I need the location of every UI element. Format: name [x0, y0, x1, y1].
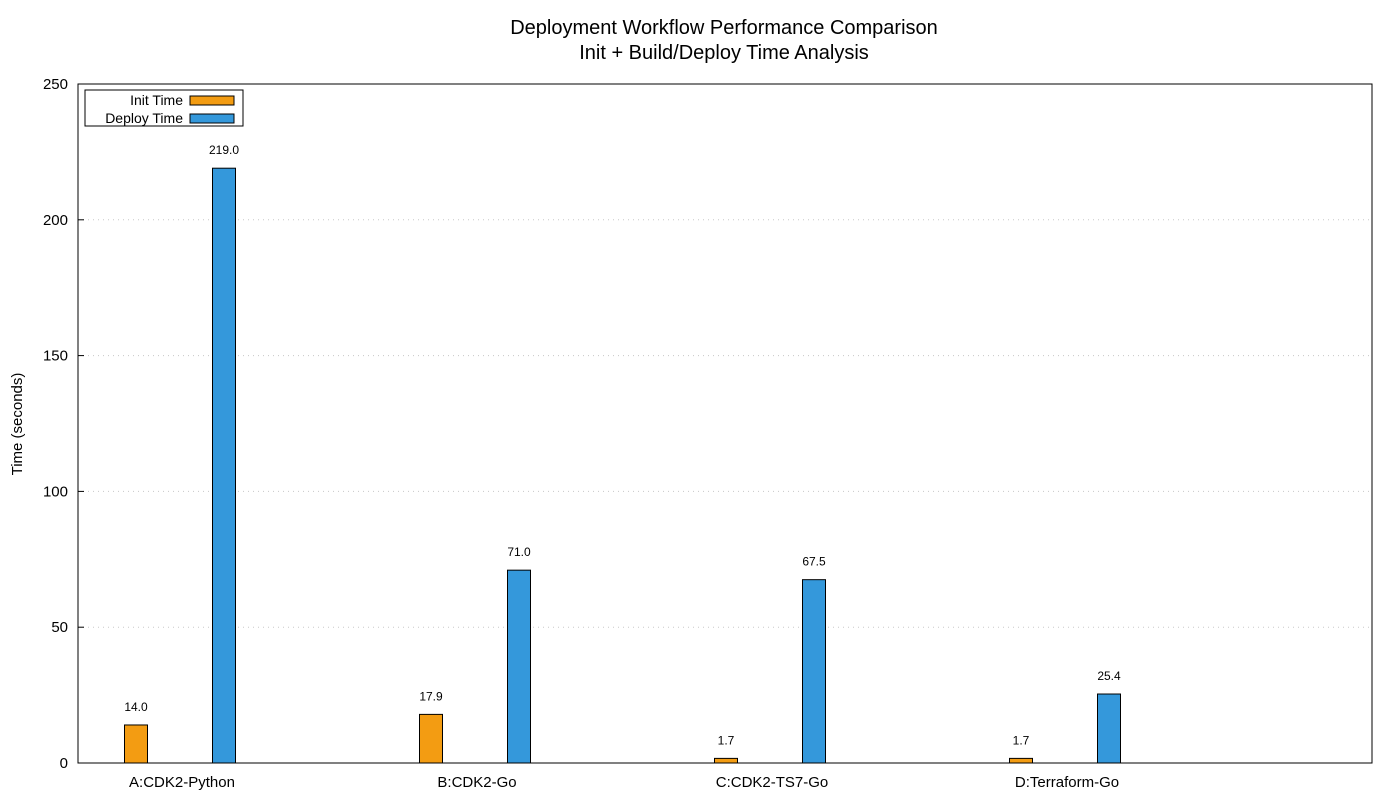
bar-deploy-2 [802, 579, 826, 764]
value-label-deploy-1: 71.0 [507, 545, 531, 559]
axes [77, 83, 1373, 764]
category-label-2: C:CDK2-TS7-Go [716, 774, 829, 791]
plot-frame [77, 83, 1373, 764]
value-label-init-1: 17.9 [419, 689, 443, 703]
grid-lines [78, 219, 1372, 628]
bar-init-3 [1009, 757, 1033, 764]
legend-label-deploy: Deploy Time [105, 110, 183, 126]
category-label-1: B:CDK2-Go [437, 774, 516, 791]
y-tick-label-50: 50 [51, 619, 68, 636]
bar-init-1 [419, 713, 443, 764]
category-labels: A:CDK2-Python B:CDK2-Go C:CDK2-TS7-Go D:Ter… [129, 774, 1119, 791]
y-tick-label-0: 0 [60, 755, 68, 772]
value-labels: 14.0 219.0 17.9 71.0 1.7 67.5 1.7 25.4 [124, 143, 1121, 747]
bar-deploy-1 [507, 569, 531, 764]
bar-init-2 [714, 757, 738, 764]
value-label-init-0: 14.0 [124, 700, 148, 714]
y-axis-label: Time (seconds) [9, 373, 26, 476]
bar-deploy-0 [212, 167, 236, 764]
category-label-3: D:Terraform-Go [1015, 774, 1119, 791]
value-label-init-3: 1.7 [1013, 733, 1030, 747]
y-tick-label-150: 150 [43, 348, 68, 365]
y-tick-label-250: 250 [43, 76, 68, 93]
value-label-deploy-3: 25.4 [1097, 669, 1121, 683]
value-label-deploy-0: 219.0 [209, 143, 239, 157]
legend-items: Init Time Deploy Time [105, 92, 235, 126]
value-label-deploy-2: 67.5 [802, 555, 826, 569]
chart-title: Deployment Workflow Performance Comparis… [510, 17, 938, 39]
y-tick-label-100: 100 [43, 483, 68, 500]
bar-deploy-3 [1097, 693, 1121, 764]
bars [124, 167, 1121, 764]
chart-subtitle: Init + Build/Deploy Time Analysis [579, 42, 869, 64]
legend-label-init: Init Time [130, 92, 183, 108]
legend: Init Time Deploy Time [84, 89, 244, 127]
bar-init-0 [124, 724, 148, 764]
value-label-init-2: 1.7 [718, 733, 735, 747]
y-tick-labels: 0 50 100 150 200 250 [43, 76, 68, 772]
category-label-0: A:CDK2-Python [129, 774, 235, 791]
y-tick-label-200: 200 [43, 212, 68, 229]
legend-swatch-deploy [189, 113, 235, 124]
legend-swatch-init [189, 95, 235, 106]
